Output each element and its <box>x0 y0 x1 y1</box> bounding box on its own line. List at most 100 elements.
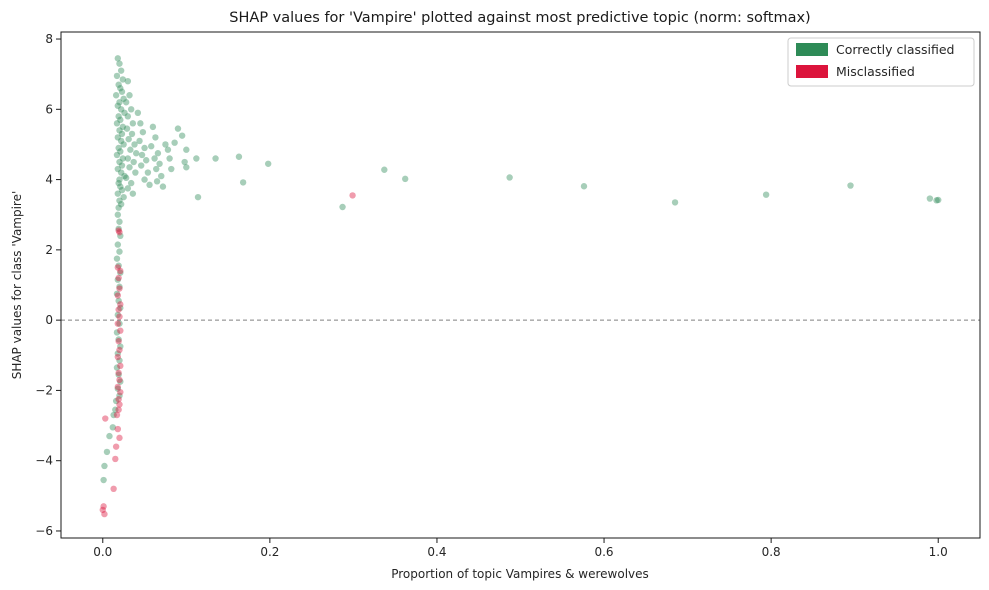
data-point <box>117 343 124 350</box>
legend-swatch-correct <box>796 43 828 56</box>
data-point <box>116 229 123 236</box>
data-point <box>114 292 122 299</box>
data-point <box>339 203 346 211</box>
data-point <box>118 88 126 95</box>
data-point <box>138 162 145 169</box>
data-point <box>113 72 121 80</box>
data-point <box>120 141 127 148</box>
data-point <box>148 143 155 150</box>
data-point <box>114 241 122 248</box>
data-point <box>181 158 188 166</box>
data-point <box>154 150 162 157</box>
data-point <box>124 185 132 192</box>
data-point <box>117 85 124 92</box>
data-point <box>115 338 122 345</box>
data-point <box>114 311 122 319</box>
data-point <box>847 182 854 189</box>
data-point <box>116 248 123 255</box>
data-point <box>110 485 117 493</box>
data-point <box>132 169 139 176</box>
data-point <box>143 157 150 164</box>
data-point <box>129 190 137 197</box>
data-point <box>671 199 679 206</box>
data-point <box>131 141 138 148</box>
data-point <box>130 158 137 166</box>
data-point <box>117 267 124 275</box>
data-point <box>116 176 123 183</box>
data-point <box>114 425 122 433</box>
data-point <box>115 204 122 211</box>
data-point <box>926 195 934 202</box>
data-point <box>118 162 126 169</box>
data-point <box>116 392 123 399</box>
data-point <box>113 290 121 297</box>
data-point <box>137 120 144 127</box>
x-tick-label: 0.6 <box>594 545 613 559</box>
data-point <box>116 60 123 67</box>
data-point <box>124 113 132 120</box>
data-point <box>115 297 122 305</box>
data-point <box>112 406 119 413</box>
data-point <box>114 320 122 327</box>
data-point <box>114 134 122 141</box>
data-point <box>162 141 169 148</box>
data-point <box>164 146 172 153</box>
data-point <box>158 172 165 180</box>
data-point <box>117 137 125 145</box>
data-point <box>136 137 143 145</box>
legend-box <box>787 37 975 87</box>
series-correctly-classified <box>100 55 942 484</box>
data-point <box>212 155 219 162</box>
data-point <box>113 151 121 159</box>
data-point <box>115 306 122 313</box>
data-point <box>116 376 123 384</box>
data-point <box>110 411 117 419</box>
data-point <box>115 396 122 403</box>
data-point <box>115 227 122 234</box>
data-point <box>264 160 272 167</box>
data-point <box>115 113 122 120</box>
data-point <box>113 411 121 419</box>
data-point <box>126 164 133 171</box>
data-point <box>115 371 122 378</box>
data-point <box>171 139 178 146</box>
data-point <box>117 269 124 276</box>
data-point <box>128 130 136 138</box>
data-point <box>116 320 123 327</box>
data-point <box>127 106 135 113</box>
data-point <box>115 274 122 282</box>
data-point <box>144 169 152 176</box>
data-point <box>116 197 123 204</box>
data-point <box>349 192 356 199</box>
data-point <box>402 175 409 183</box>
y-tick-label: −4 <box>35 454 53 468</box>
data-point <box>116 357 123 364</box>
x-axis-label: Proportion of topic Vampires & werewolve… <box>391 567 649 581</box>
data-point <box>113 120 121 127</box>
data-point <box>114 102 122 109</box>
data-point <box>115 225 122 232</box>
data-point <box>166 155 173 162</box>
data-point <box>114 264 122 271</box>
data-point <box>115 81 122 88</box>
x-tick-label: 0.0 <box>93 545 112 559</box>
data-point <box>183 146 190 153</box>
data-point <box>235 153 243 160</box>
y-tick-label: 6 <box>45 102 53 116</box>
data-point <box>121 172 128 180</box>
x-tick-label: 0.4 <box>427 545 446 559</box>
data-point <box>114 350 122 357</box>
data-point <box>112 92 120 99</box>
data-point <box>580 183 588 190</box>
data-point <box>139 128 147 136</box>
y-tick-label: −6 <box>35 524 53 538</box>
legend: Correctly classified Misclassified <box>787 37 975 87</box>
x-axis: 0.0 0.2 0.4 0.6 0.8 1.0 <box>93 538 948 559</box>
data-point <box>122 174 130 182</box>
data-point <box>116 346 123 354</box>
data-point <box>117 378 124 385</box>
data-point <box>127 179 135 187</box>
data-point <box>115 179 122 187</box>
data-point <box>117 301 124 308</box>
data-point <box>116 313 123 320</box>
